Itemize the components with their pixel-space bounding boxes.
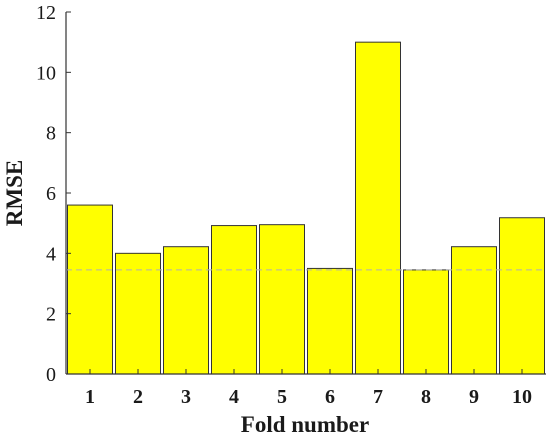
bar-fold-10 (499, 217, 545, 375)
y-tick-label: 0 (46, 364, 56, 386)
y-tick-label: 6 (46, 183, 56, 205)
x-tick-label: 1 (85, 386, 95, 408)
y-axis-title: RMSE (2, 160, 27, 226)
bar-fold-7 (355, 41, 401, 375)
bar-fold-5 (259, 224, 305, 375)
x-tick-label: 2 (133, 386, 143, 408)
bar-fold-4 (211, 225, 257, 375)
bar-fold-6 (307, 267, 353, 375)
x-tick-label: 8 (421, 386, 431, 408)
bar-fold-8 (403, 269, 449, 375)
x-tick-label: 10 (512, 386, 532, 408)
bars-layer (67, 41, 545, 375)
x-tick-label: 9 (469, 386, 479, 408)
y-tick-label: 4 (46, 243, 56, 265)
y-ticks: 0 2 4 6 8 10 12 (36, 2, 71, 386)
y-tick-label: 10 (36, 62, 56, 84)
x-axis-title: Fold number (241, 412, 369, 437)
x-ticks: 1 2 3 4 5 6 7 8 9 10 (85, 369, 532, 408)
bar-fold-2 (115, 252, 161, 375)
y-tick-label: 2 (46, 304, 56, 326)
y-tick-label: 8 (46, 123, 56, 145)
bar-fold-1 (67, 204, 113, 375)
x-tick-label: 4 (229, 386, 239, 408)
bar-fold-9 (451, 246, 497, 375)
x-tick-label: 6 (325, 386, 335, 408)
bar-fold-3 (163, 246, 209, 375)
y-tick-label: 12 (36, 2, 56, 24)
x-tick-label: 5 (277, 386, 287, 408)
x-tick-label: 7 (373, 386, 383, 408)
x-tick-label: 3 (181, 386, 191, 408)
